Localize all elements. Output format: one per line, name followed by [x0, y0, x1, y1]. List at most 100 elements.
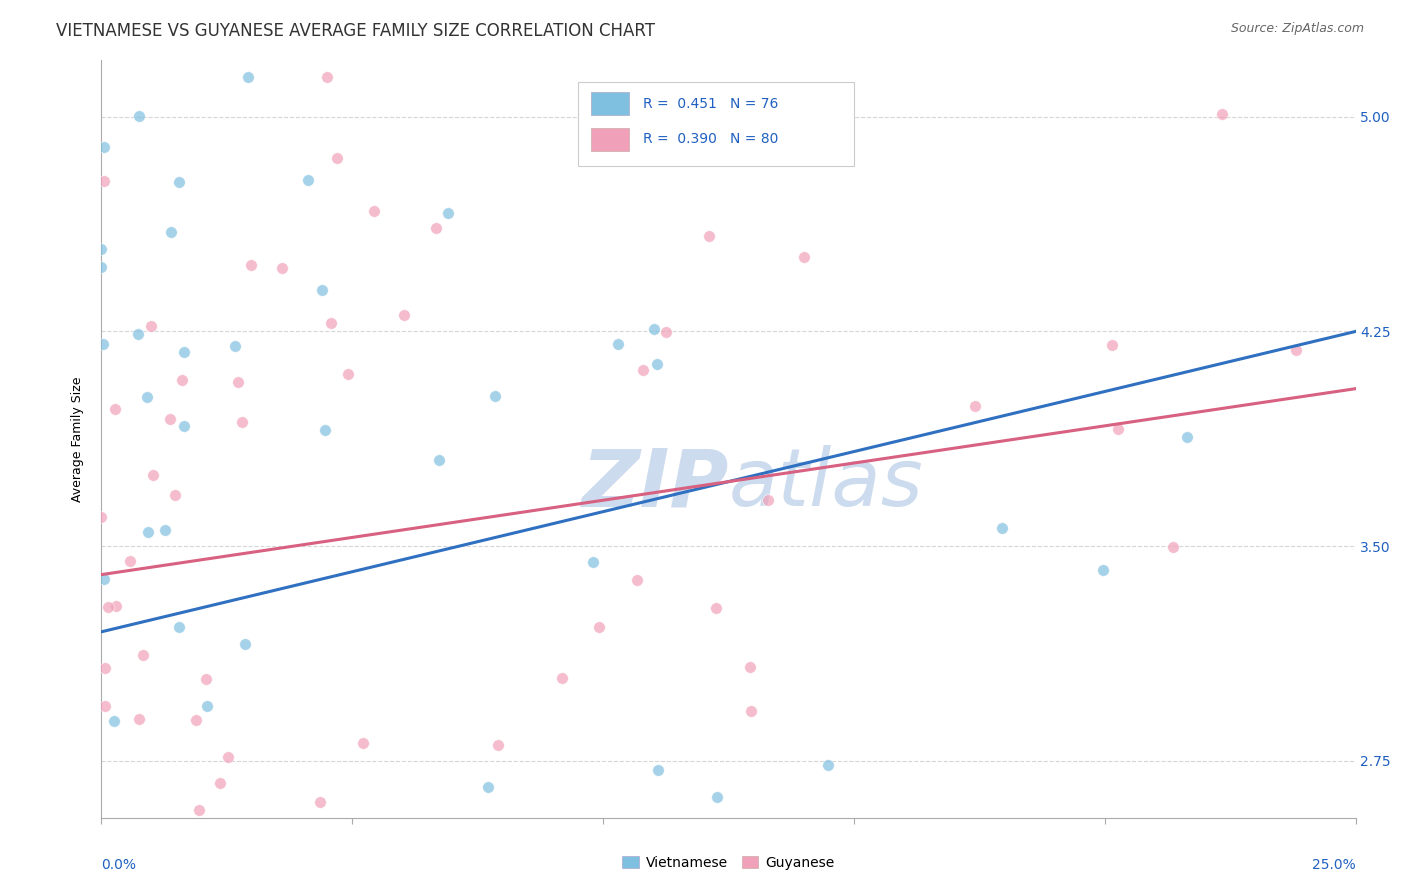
- Point: [427, 453, 450, 467]
- Point: [93, 572, 115, 586]
- Point: [706, 789, 728, 804]
- Point: [311, 283, 333, 297]
- Point: [93, 174, 115, 188]
- Point: [172, 373, 194, 387]
- Text: R =  0.390   N = 80: R = 0.390 N = 80: [643, 132, 779, 146]
- Point: [142, 467, 165, 482]
- Point: [188, 803, 211, 817]
- Point: [184, 713, 207, 727]
- Point: [643, 322, 665, 336]
- Point: [104, 401, 127, 416]
- FancyBboxPatch shape: [578, 82, 853, 166]
- Text: atlas: atlas: [728, 445, 922, 524]
- Point: [655, 325, 678, 339]
- Point: [679, 137, 702, 152]
- Point: [1175, 430, 1198, 444]
- Point: [224, 339, 246, 353]
- Text: 0.0%: 0.0%: [101, 858, 136, 872]
- Point: [238, 70, 260, 84]
- Point: [697, 229, 720, 244]
- Point: [626, 573, 648, 587]
- Point: [136, 524, 159, 539]
- Point: [392, 819, 415, 833]
- Point: [96, 599, 118, 614]
- Point: [706, 600, 728, 615]
- Point: [738, 660, 761, 674]
- Point: [231, 415, 253, 429]
- Point: [217, 750, 239, 764]
- Point: [278, 824, 301, 838]
- Point: [1284, 343, 1306, 357]
- Text: ZIP: ZIP: [581, 445, 728, 524]
- Point: [647, 764, 669, 778]
- Point: [132, 648, 155, 662]
- Point: [91, 838, 114, 853]
- Point: [1108, 822, 1130, 837]
- Point: [582, 555, 605, 569]
- Point: [195, 699, 218, 714]
- Point: [103, 714, 125, 728]
- Point: [159, 411, 181, 425]
- Point: [160, 225, 183, 239]
- Point: [363, 204, 385, 219]
- Point: [1250, 869, 1272, 883]
- Point: [392, 308, 415, 322]
- Point: [118, 553, 141, 567]
- Point: [209, 776, 232, 790]
- Point: [135, 390, 157, 404]
- Point: [437, 206, 460, 220]
- Point: [486, 738, 509, 752]
- Point: [647, 358, 669, 372]
- FancyBboxPatch shape: [592, 128, 628, 151]
- Point: [336, 367, 359, 381]
- Point: [551, 671, 574, 685]
- Point: [163, 488, 186, 502]
- Point: [352, 736, 374, 750]
- Point: [167, 175, 190, 189]
- Point: [90, 510, 112, 524]
- Point: [104, 599, 127, 613]
- Legend: Vietnamese, Guyanese: Vietnamese, Guyanese: [616, 850, 839, 875]
- Point: [425, 221, 447, 235]
- Text: Source: ZipAtlas.com: Source: ZipAtlas.com: [1230, 22, 1364, 36]
- Point: [793, 250, 815, 264]
- Point: [314, 423, 336, 437]
- Point: [588, 620, 610, 634]
- Point: [90, 260, 112, 274]
- Point: [1101, 337, 1123, 351]
- Point: [233, 636, 256, 650]
- Point: [173, 344, 195, 359]
- Point: [1163, 541, 1185, 555]
- Point: [90, 243, 112, 257]
- Point: [1211, 107, 1233, 121]
- Point: [1267, 11, 1289, 25]
- Point: [240, 258, 263, 272]
- Point: [477, 780, 499, 794]
- Point: [576, 0, 599, 12]
- Point: [756, 493, 779, 508]
- Point: [484, 389, 506, 403]
- Point: [128, 712, 150, 726]
- Point: [91, 336, 114, 351]
- Point: [316, 70, 339, 85]
- Point: [963, 400, 986, 414]
- Point: [271, 260, 294, 275]
- Point: [631, 363, 654, 377]
- Point: [325, 151, 347, 165]
- Point: [94, 660, 117, 674]
- Point: [128, 109, 150, 123]
- Point: [1107, 422, 1129, 436]
- Point: [173, 418, 195, 433]
- Point: [93, 140, 115, 154]
- Point: [315, 878, 337, 892]
- Point: [139, 319, 162, 334]
- Point: [321, 316, 343, 330]
- Point: [817, 758, 839, 772]
- Text: R =  0.451   N = 76: R = 0.451 N = 76: [643, 96, 779, 111]
- Point: [226, 376, 249, 390]
- Y-axis label: Average Family Size: Average Family Size: [72, 376, 84, 501]
- Text: VIETNAMESE VS GUYANESE AVERAGE FAMILY SIZE CORRELATION CHART: VIETNAMESE VS GUYANESE AVERAGE FAMILY SI…: [56, 22, 655, 40]
- FancyBboxPatch shape: [592, 92, 628, 115]
- Point: [297, 173, 319, 187]
- Point: [90, 0, 112, 12]
